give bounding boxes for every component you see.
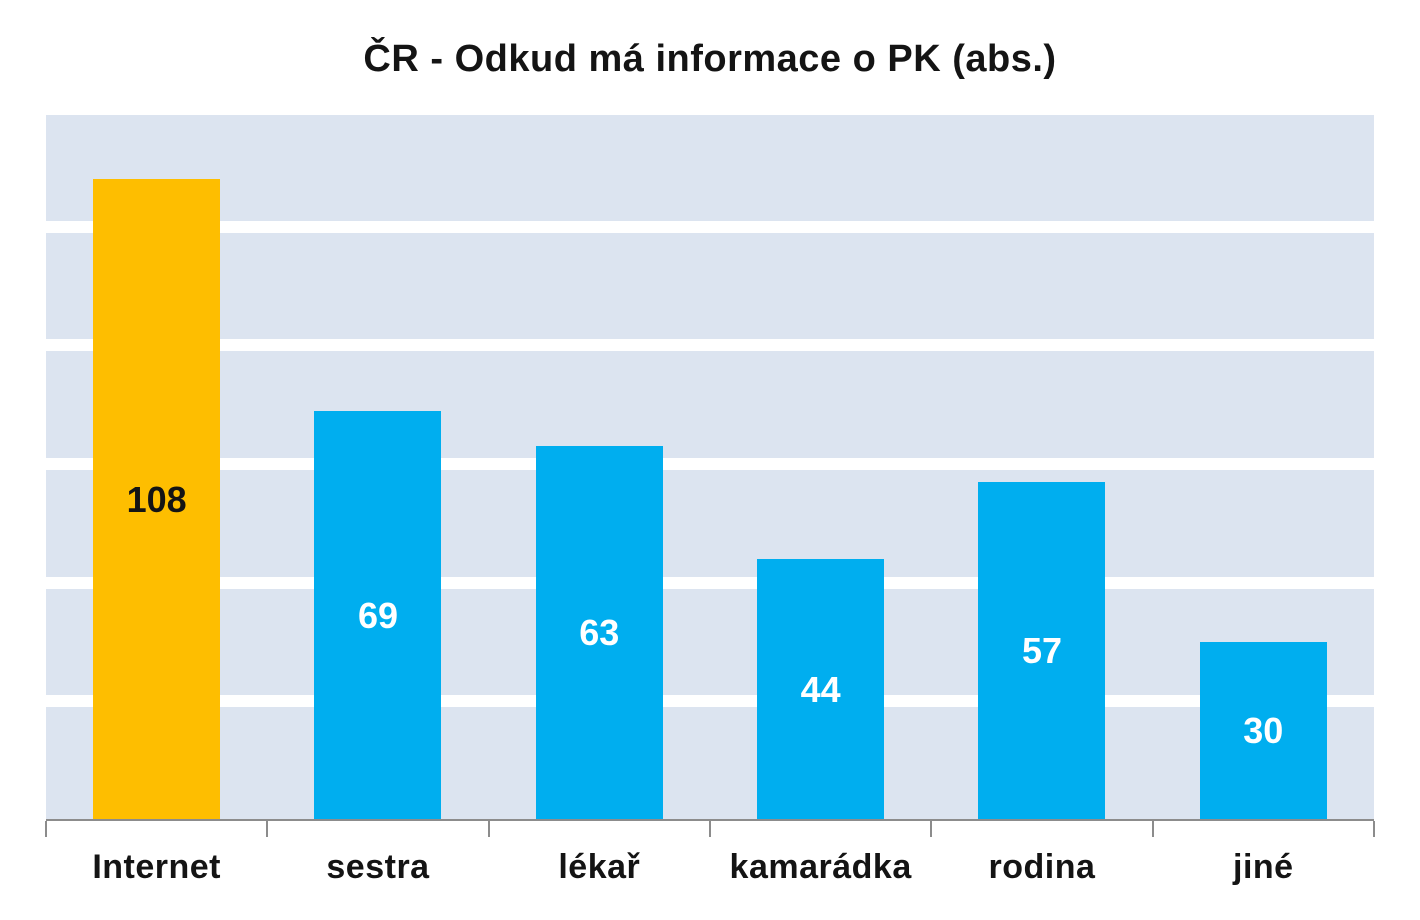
bar-lékař: 63 (535, 446, 663, 820)
x-axis-label: rodina (988, 848, 1096, 886)
x-axis-label: lékař (558, 848, 641, 886)
axis-tick (1373, 821, 1375, 837)
bar-rodina: 57 (978, 482, 1106, 820)
bar-value-label: 57 (1021, 630, 1062, 671)
bar-internet: 108 (93, 179, 221, 820)
x-axis-label: sestra (326, 848, 430, 886)
bar-jiné: 30 (1199, 642, 1327, 820)
bar-slot: 57 (931, 115, 1152, 820)
x-axis-line (45, 819, 1375, 837)
bar-value-label: 63 (579, 612, 620, 653)
x-axis-label: jiné (1233, 848, 1294, 886)
axis-tick (266, 821, 269, 837)
bar-kamarádka: 44 (757, 559, 885, 820)
x-axis-label: Internet (92, 848, 221, 886)
axis-tick (45, 821, 47, 837)
gridline (46, 220, 1374, 233)
axis-tick (1151, 821, 1154, 837)
bar-slot: 44 (710, 115, 931, 820)
bar-slot: 108 (46, 115, 267, 820)
axis-tick (487, 821, 490, 837)
plot-area: 108 69 63 44 57 30 (46, 115, 1374, 820)
bar-value-label: 44 (800, 668, 841, 710)
chart-title: ČR - Odkud má informace o PK (abs.) (363, 38, 1057, 80)
bar-slot: 63 (489, 115, 710, 820)
bar-slot: 69 (267, 115, 488, 820)
bar-value-label: 69 (357, 594, 398, 636)
axis-tick (709, 821, 711, 837)
bars-container: 108 69 63 44 57 30 (46, 115, 1374, 820)
bar-value-label: 108 (126, 478, 187, 520)
bar-sestra: 69 (314, 411, 442, 820)
x-axis-label: kamarádka (729, 848, 912, 886)
bar-slot: 30 (1153, 115, 1374, 820)
axis-tick (930, 821, 933, 837)
x-axis-labels: Internet sestra lékař kamarádka rodina jiné (46, 848, 1374, 887)
gridline (46, 339, 1374, 352)
bar-value-label: 30 (1243, 710, 1284, 751)
